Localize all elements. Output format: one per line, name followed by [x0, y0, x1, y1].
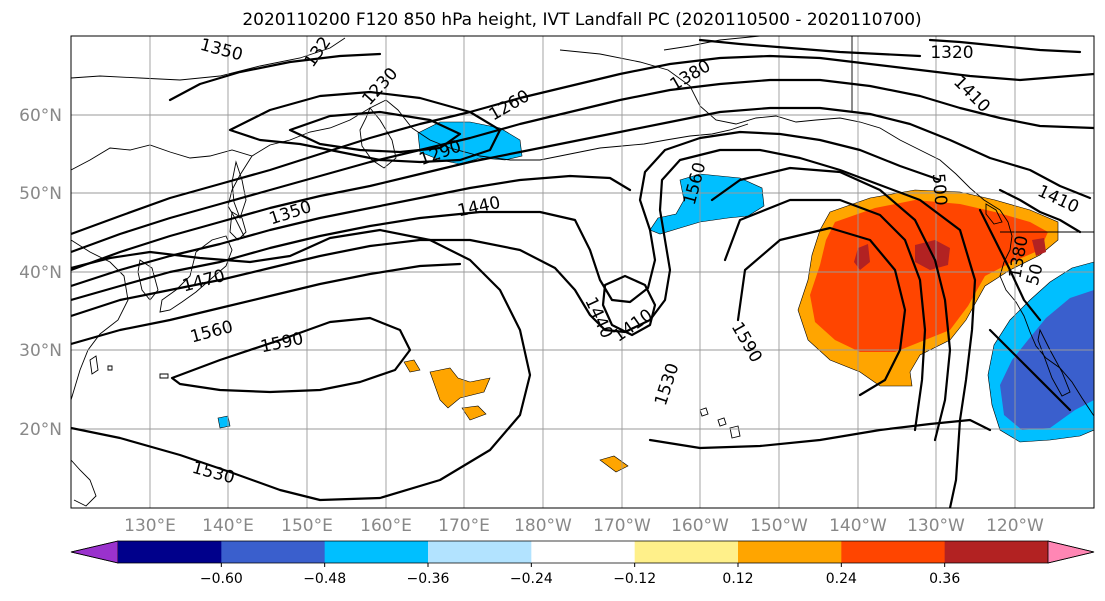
lon-label: 140°W [829, 516, 887, 536]
lat-label-30n: 30°N [19, 341, 62, 361]
lon-label: 170°W [593, 516, 651, 536]
coastlines [71, 36, 1094, 507]
colorbar-segments [70, 540, 1095, 564]
colorbar-segment [428, 541, 532, 563]
colorbar-segment [634, 541, 739, 563]
height-contours [71, 38, 1094, 508]
positive-anomaly-patch [461, 405, 487, 421]
lon-label: 120°W [986, 516, 1044, 536]
colorbar-segment [118, 541, 222, 563]
colorbar-tick-label: −0.36 [407, 571, 450, 587]
longitude-labels: 130°E 140°E 150°E 160°E 170°E 180°W 170°… [124, 516, 1044, 536]
colorbar-tick-label: 0.24 [826, 571, 857, 587]
colorbar-segment [841, 541, 946, 563]
colorbar-segment [531, 541, 636, 563]
contour-label: 500 [928, 173, 951, 207]
negative-anomaly-patch [217, 415, 231, 429]
lon-label: 160°E [360, 516, 412, 536]
colorbar-segment [221, 541, 326, 563]
lon-label: 160°W [671, 516, 729, 536]
colorbar-extend-low [70, 540, 119, 564]
lon-label: 130°E [124, 516, 176, 536]
negative-anomaly-region [1000, 290, 1094, 430]
lon-label: 180°W [514, 516, 572, 536]
colorbar-extend-high [1047, 540, 1095, 564]
lat-label-60n: 60°N [19, 106, 62, 126]
lat-label-50n: 50°N [19, 184, 62, 204]
lon-label: 150°E [281, 516, 333, 536]
graticule [71, 36, 1094, 508]
positive-anomaly-region [810, 200, 1048, 352]
positive-anomaly-patch [403, 359, 421, 373]
colorbar-tick-label: 0.12 [722, 571, 753, 587]
lon-label: 170°E [438, 516, 490, 536]
lon-label: 150°W [750, 516, 808, 536]
colorbar-outline [70, 540, 1095, 564]
colorbar: −0.60 −0.48 −0.36 −0.24 −0.12 0.12 0.24 0.36 [70, 540, 1095, 587]
colorbar-tick-label: 0.36 [929, 571, 960, 587]
negative-anomaly-patch [417, 121, 523, 165]
colorbar-tick-label: −0.60 [200, 571, 243, 587]
colorbar-segment [944, 541, 1049, 563]
positive-anomaly-core [1032, 238, 1046, 256]
colorbar-ticks: −0.60 −0.48 −0.36 −0.24 −0.12 0.12 0.24 0.36 [200, 563, 960, 587]
colorbar-segment [324, 541, 429, 563]
lat-label-20n: 20°N [19, 420, 62, 440]
latitude-labels: 60°N 50°N 40°N 30°N 20°N [19, 106, 62, 440]
colorbar-segment [738, 541, 842, 563]
lat-label-40n: 40°N [19, 263, 62, 283]
positive-anomaly-patch [429, 367, 491, 409]
colorbar-tick-label: −0.48 [303, 571, 346, 587]
lon-label: 130°W [907, 516, 965, 536]
map-frame [70, 35, 1095, 509]
positive-anomaly-patch [599, 455, 629, 473]
map-title: 2020110200 F120 850 hPa height, IVT Land… [242, 10, 921, 30]
colorbar-tick-label: −0.24 [510, 571, 553, 587]
lon-label: 140°E [202, 516, 254, 536]
contour-label: 1320 [930, 43, 973, 63]
colorbar-tick-label: −0.12 [613, 571, 656, 587]
